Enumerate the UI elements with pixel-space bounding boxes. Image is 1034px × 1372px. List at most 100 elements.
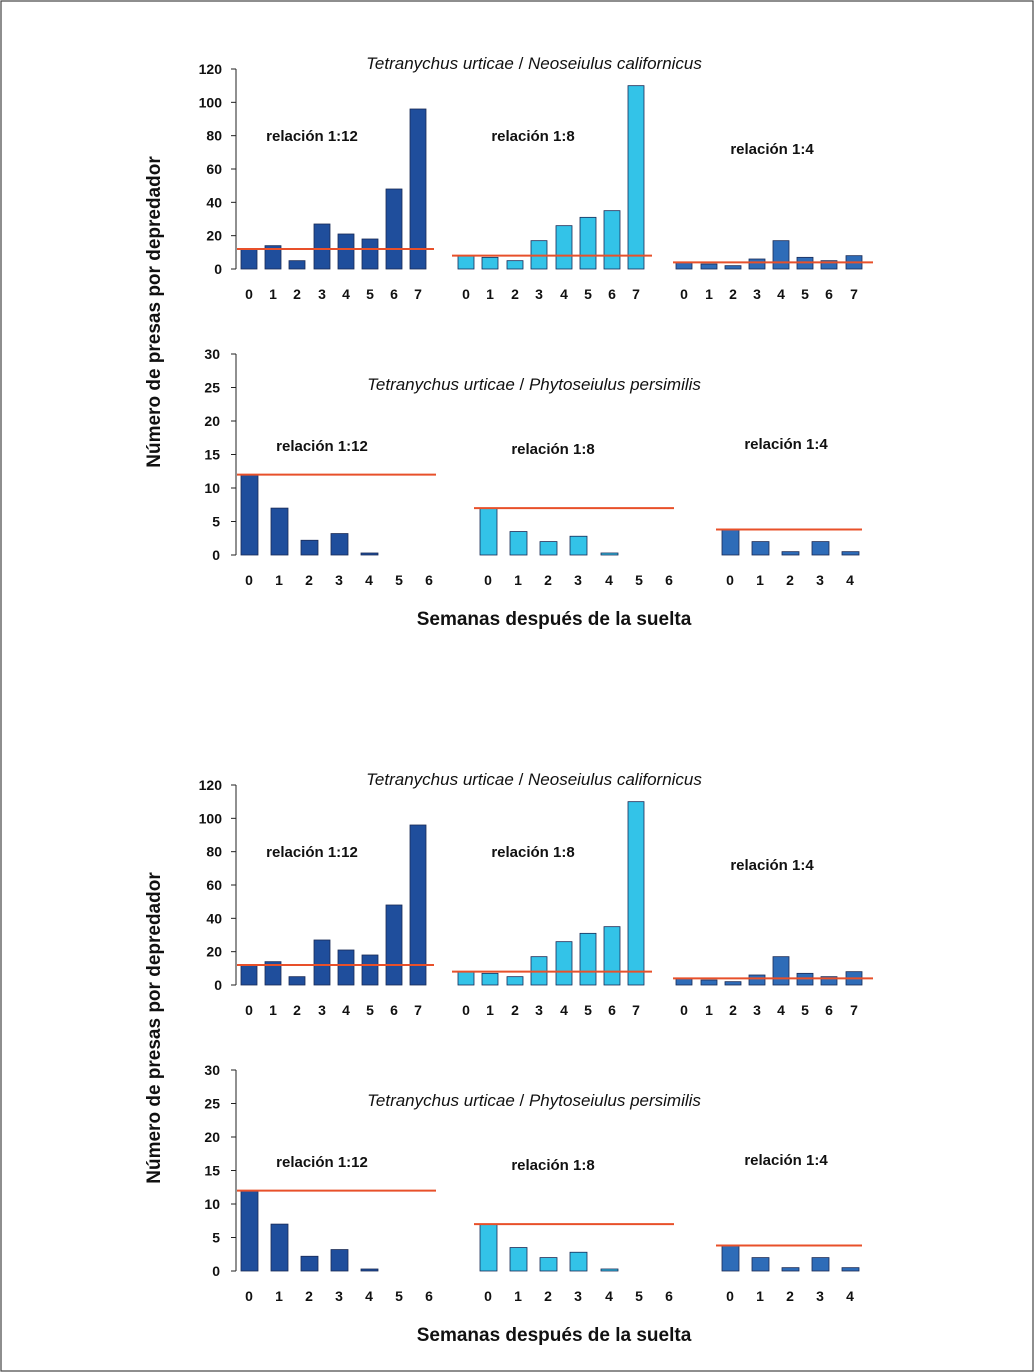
top-x-tick-label: 0 xyxy=(680,1002,688,1018)
bottom-x-tick-label: 1 xyxy=(275,572,283,588)
top-y-tick-label: 0 xyxy=(214,261,222,277)
bottom-y-tick-label: 20 xyxy=(204,1129,220,1145)
top-group-label: relación 1:8 xyxy=(491,844,574,861)
bottom-y-tick-label: 5 xyxy=(212,1230,220,1246)
top-chart-title: Tetranychus urticae / Neoseiulus califor… xyxy=(366,770,702,789)
bottom-bar xyxy=(721,1245,740,1272)
top-x-tick-label: 2 xyxy=(729,286,737,302)
bottom-x-tick-label: 5 xyxy=(635,572,643,588)
bottom-x-tick-label: 2 xyxy=(305,572,313,588)
top-x-tick-label: 4 xyxy=(560,286,568,302)
x-axis-title: Semanas después de la suelta xyxy=(417,609,692,630)
bottom-y-tick-label: 25 xyxy=(204,380,220,396)
bottom-group-label: relación 1:12 xyxy=(276,438,368,455)
bottom-title-separator: / xyxy=(515,1091,529,1110)
bottom-x-tick-label: 2 xyxy=(786,1288,794,1304)
top-x-tick-label: 6 xyxy=(825,1002,833,1018)
bottom-x-tick-label: 3 xyxy=(335,1288,343,1304)
top-bar xyxy=(264,961,282,986)
top-bar xyxy=(337,949,355,986)
bottom-x-tick-label: 0 xyxy=(484,1288,492,1304)
bottom-y-tick-label: 30 xyxy=(204,1062,220,1078)
bottom-bar xyxy=(539,1257,558,1272)
top-bar xyxy=(700,979,718,986)
top-bar xyxy=(506,976,524,986)
bottom-group-label: relación 1:4 xyxy=(744,436,828,453)
bottom-x-tick-label: 0 xyxy=(484,572,492,588)
top-bar xyxy=(820,260,838,270)
bottom-bar xyxy=(781,1267,800,1272)
top-bar xyxy=(313,223,331,270)
top-x-tick-label: 7 xyxy=(414,286,422,302)
top-y-tick-label: 20 xyxy=(206,944,222,960)
top-bar xyxy=(313,939,331,986)
top-x-tick-label: 2 xyxy=(729,1002,737,1018)
bottom-x-tick-label: 2 xyxy=(544,1288,552,1304)
top-x-tick-label: 1 xyxy=(486,286,494,302)
bottom-bar xyxy=(509,531,528,556)
bottom-x-tick-label: 2 xyxy=(305,1288,313,1304)
top-x-tick-label: 1 xyxy=(269,1002,277,1018)
top-y-tick-label: 0 xyxy=(214,977,222,993)
top-x-tick-label: 3 xyxy=(535,286,543,302)
top-x-tick-label: 5 xyxy=(801,1002,809,1018)
top-y-tick-label: 60 xyxy=(206,877,222,893)
bottom-y-tick-label: 0 xyxy=(212,547,220,563)
top-bar xyxy=(579,216,597,270)
top-bar xyxy=(724,265,742,270)
top-bar xyxy=(506,260,524,270)
bottom-bar xyxy=(300,1255,319,1272)
bottom-bar xyxy=(600,552,619,556)
top-title-species-2: Neoseiulus californicus xyxy=(528,770,702,789)
top-x-tick-label: 3 xyxy=(535,1002,543,1018)
bottom-bar xyxy=(569,535,588,556)
top-x-tick-label: 3 xyxy=(318,286,326,302)
bottom-x-tick-label: 2 xyxy=(786,572,794,588)
top-bar xyxy=(748,258,766,270)
bottom-x-tick-label: 6 xyxy=(665,572,673,588)
top-x-tick-label: 6 xyxy=(390,1002,398,1018)
bottom-x-tick-label: 3 xyxy=(574,1288,582,1304)
top-x-tick-label: 5 xyxy=(801,286,809,302)
top-x-tick-label: 0 xyxy=(462,286,470,302)
bottom-title-species-1: Tetranychus urticae xyxy=(367,375,515,394)
top-bar xyxy=(820,976,838,986)
top-x-tick-label: 3 xyxy=(318,1002,326,1018)
bottom-bar xyxy=(841,1267,860,1272)
bottom-title-species-2: Phytoseiulus persimilis xyxy=(529,375,701,394)
top-y-tick-label: 80 xyxy=(206,128,222,144)
top-group-label: relación 1:12 xyxy=(266,844,358,861)
bottom-x-tick-label: 0 xyxy=(245,572,253,588)
bottom-bar xyxy=(360,552,379,556)
bottom-x-tick-label: 1 xyxy=(756,572,764,588)
top-x-tick-label: 0 xyxy=(245,286,253,302)
bottom-bar xyxy=(509,1247,528,1272)
top-x-tick-label: 1 xyxy=(705,1002,713,1018)
bottom-group-label: relación 1:12 xyxy=(276,1154,368,1171)
top-y-tick-label: 40 xyxy=(206,194,222,210)
bottom-title-separator: / xyxy=(515,375,529,394)
top-bar xyxy=(337,233,355,270)
top-title-separator: / xyxy=(514,54,528,73)
x-axis-title: Semanas después de la suelta xyxy=(417,1325,692,1346)
top-y-tick-label: 120 xyxy=(199,61,223,77)
top-x-tick-label: 1 xyxy=(705,286,713,302)
top-bar xyxy=(603,926,621,986)
bottom-x-tick-label: 3 xyxy=(574,572,582,588)
top-bar xyxy=(409,108,427,270)
top-x-tick-label: 0 xyxy=(462,1002,470,1018)
bottom-y-tick-label: 20 xyxy=(204,413,220,429)
bottom-group-label: relación 1:4 xyxy=(744,1152,828,1169)
bottom-x-tick-label: 4 xyxy=(846,1288,854,1304)
y-axis-title: Número de presas por depredador xyxy=(144,156,165,468)
top-bar xyxy=(772,956,790,986)
top-x-tick-label: 2 xyxy=(293,1002,301,1018)
top-x-tick-label: 7 xyxy=(850,286,858,302)
top-y-tick-label: 60 xyxy=(206,161,222,177)
top-x-tick-label: 3 xyxy=(753,1002,761,1018)
bottom-y-tick-label: 10 xyxy=(204,1196,220,1212)
